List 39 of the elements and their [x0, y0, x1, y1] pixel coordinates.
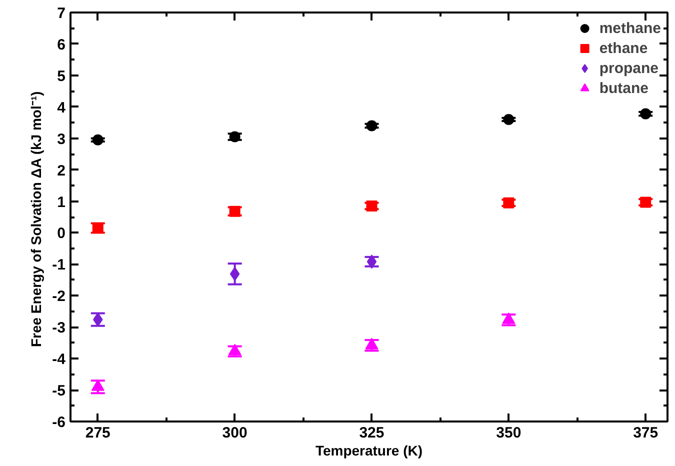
y-tick-label: 1 — [57, 194, 66, 211]
y-tick-label: -1 — [52, 256, 66, 274]
point — [503, 114, 514, 125]
y-tick-label: -5 — [52, 382, 66, 400]
y-tick-label: 2 — [57, 162, 66, 180]
x-tick-label: 275 — [85, 424, 110, 442]
point — [229, 131, 240, 142]
y-tick-label: 5 — [57, 68, 66, 85]
x-tick-label: 300 — [222, 424, 248, 442]
x-axis-title: Temperature (K) — [315, 442, 423, 458]
point — [230, 266, 240, 281]
x-tick-label: 375 — [633, 424, 658, 442]
point — [640, 196, 652, 208]
legend-label: propane — [599, 58, 658, 78]
point — [502, 312, 516, 324]
y-tick-label: -3 — [52, 320, 66, 337]
point — [366, 254, 377, 269]
point — [91, 379, 104, 391]
x-tick-label: 325 — [359, 424, 384, 442]
point — [503, 197, 514, 208]
point — [366, 200, 378, 212]
y-axis-title: Free Energy of Solvation ΔA (kJ mol⁻¹) — [28, 91, 44, 348]
point — [366, 120, 378, 132]
y-tick-label: 4 — [57, 99, 66, 116]
y-tick-label: 3 — [57, 130, 66, 148]
y-tick-label: -2 — [52, 288, 66, 306]
y-tick-label: -6 — [52, 414, 66, 431]
y-tick-label: 7 — [57, 5, 66, 22]
y-tick-label: 6 — [57, 36, 66, 54]
legend-label: butane — [599, 78, 648, 98]
point — [640, 108, 652, 120]
x-tick-label: 350 — [496, 424, 522, 442]
y-tick-label: -4 — [52, 351, 66, 368]
point — [92, 134, 104, 146]
legend-label: methane — [599, 18, 661, 38]
legend-label: ethane — [599, 38, 648, 58]
point — [365, 338, 378, 350]
point — [229, 206, 240, 217]
y-tick-label: 0 — [57, 225, 66, 242]
